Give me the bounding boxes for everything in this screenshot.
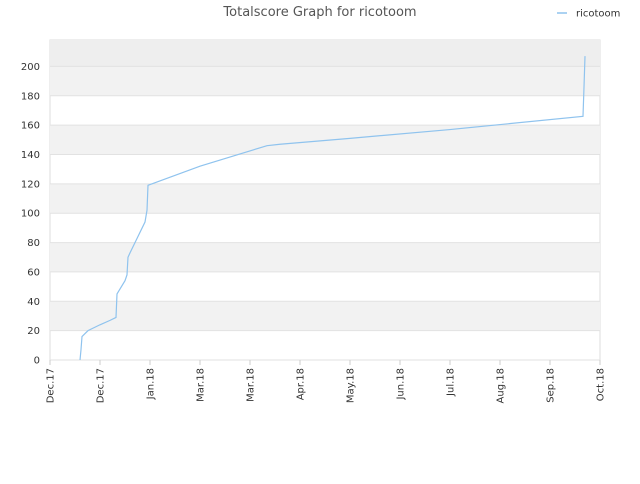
y-tick-label: 140 [21, 150, 40, 161]
grid-band [50, 183, 600, 214]
x-tick-label: Aug.18 [496, 368, 507, 403]
y-tick-label: 200 [21, 62, 40, 73]
x-tick-label: Mar.18 [246, 368, 257, 402]
x-tick-label: Dec.17 [96, 368, 107, 403]
y-tick-label: 80 [27, 238, 40, 249]
y-tick-label: 60 [27, 267, 40, 278]
x-tick-label: May.18 [346, 368, 357, 403]
y-tick-label: 120 [21, 179, 40, 190]
grid-band [50, 125, 600, 155]
series-line [79, 56, 586, 361]
x-tick-label: Oct.18 [596, 368, 607, 401]
chart-title: Totalscore Graph for ricotoom [222, 5, 416, 20]
grid-band [50, 242, 600, 272]
x-tick-label: Jun.18 [396, 368, 407, 401]
x-tick-label: Jul.18 [446, 368, 457, 397]
y-tick-label: 40 [27, 297, 40, 308]
grid-band [50, 301, 600, 331]
y-tick-label: 0 [34, 356, 40, 367]
legend-label: ricotoom [576, 9, 620, 20]
y-tick-label: 180 [21, 91, 40, 102]
x-tick-label: Jan.18 [146, 368, 157, 400]
y-tick-label: 100 [21, 209, 40, 220]
x-tick-label: Mar.18 [196, 368, 207, 402]
grid-band [50, 40, 600, 67]
x-tick-label: Sep.18 [546, 368, 557, 403]
grid-band [50, 66, 600, 96]
x-tick-label: Dec.17 [46, 368, 57, 403]
y-tick-label: 20 [27, 326, 40, 337]
y-tick-label: 160 [21, 121, 40, 132]
x-tick-label: Apr.18 [296, 368, 307, 400]
